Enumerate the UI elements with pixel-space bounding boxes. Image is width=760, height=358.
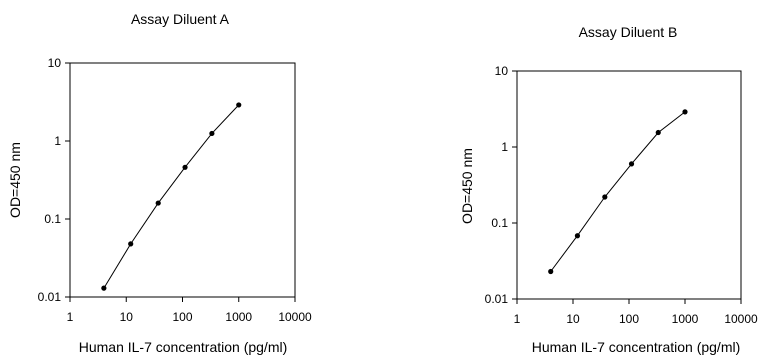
plot-frame	[69, 62, 296, 298]
data-point	[236, 102, 242, 108]
chart-assay-diluent-b: Assay Diluent B OD=450 nm Human IL-7 con…	[459, 24, 758, 355]
series-line	[550, 111, 686, 272]
x-tick-label: 1	[514, 312, 521, 326]
y-tick-label: 0.1	[44, 212, 61, 226]
y-axis-label: OD=450 nm	[459, 148, 475, 224]
y-tick-label: 0.01	[485, 292, 509, 306]
y-tick-label: 0.01	[38, 290, 62, 304]
data-point	[101, 285, 107, 291]
data-point	[628, 161, 635, 167]
x-tick-label: 1	[67, 310, 74, 324]
x-axis-label: Human IL-7 concentration (pg/ml)	[79, 339, 288, 355]
y-tick-label: 1	[54, 134, 61, 148]
x-tick-label: 10000	[724, 312, 758, 326]
y-axis-label: OD=450 nm	[7, 142, 23, 218]
data-point	[602, 194, 608, 200]
y-tick-label: 1	[501, 140, 508, 154]
chart-assay-diluent-a: Assay Diluent A OD=450 nm Human IL-7 con…	[7, 11, 312, 355]
y-tick-label: 10	[48, 56, 62, 70]
x-tick-label: 1000	[672, 312, 699, 326]
data-point	[182, 164, 188, 170]
x-tick-label: 10000	[278, 310, 312, 324]
x-tick-label: 10	[120, 310, 134, 324]
x-tick-label: 100	[619, 312, 639, 326]
data-point	[682, 109, 688, 115]
data-point	[209, 130, 215, 137]
data-point	[155, 200, 161, 206]
x-axis-label: Human IL-7 concentration (pg/ml)	[532, 339, 741, 355]
data-point	[548, 268, 554, 275]
x-tick-label: 100	[172, 310, 192, 324]
data-point	[128, 241, 134, 247]
series-line	[103, 104, 240, 289]
plot-frame	[516, 70, 742, 300]
chart-title: Assay Diluent A	[131, 11, 230, 27]
x-tick-label: 1000	[225, 310, 252, 324]
data-point	[655, 129, 661, 136]
y-tick-label: 10	[495, 64, 509, 78]
data-point	[574, 233, 581, 239]
y-tick-label: 0.1	[491, 216, 508, 230]
x-tick-label: 10	[566, 312, 580, 326]
chart-title: Assay Diluent B	[579, 24, 678, 40]
